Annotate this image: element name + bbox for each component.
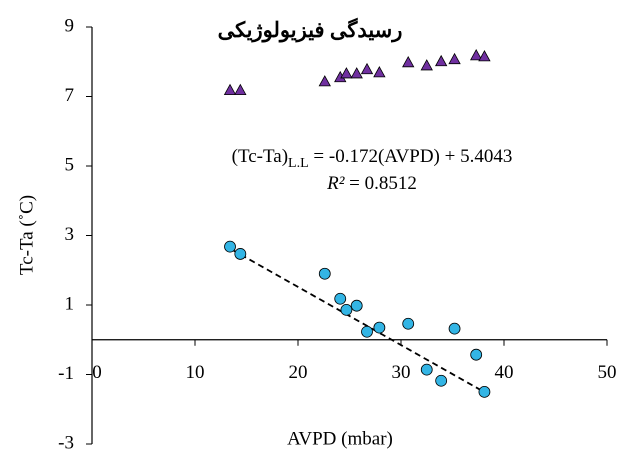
equation-subscript: L.L xyxy=(288,156,309,171)
circle-point xyxy=(361,325,373,338)
circle-point xyxy=(350,299,363,312)
triangle-point xyxy=(340,67,353,79)
triangle-point xyxy=(402,55,415,68)
r2-symbol: R² xyxy=(326,173,345,194)
circle-point xyxy=(318,267,331,280)
triangle-point xyxy=(434,54,448,67)
circle-point xyxy=(470,348,483,361)
y-tick-label: 1 xyxy=(65,293,75,314)
chart-title: رسیدگی فیزیولوژیکی xyxy=(218,17,403,43)
y-tick-label: 9 xyxy=(65,15,75,36)
circle-point xyxy=(435,374,448,387)
x-tick-label: 20 xyxy=(289,362,308,383)
triangle-point xyxy=(373,66,386,78)
y-tick-label: 3 xyxy=(65,224,75,245)
triangle-point xyxy=(420,59,433,71)
triangle-point xyxy=(470,49,483,61)
triangle-point xyxy=(448,52,461,65)
triangle-point xyxy=(360,62,374,75)
circle-point xyxy=(340,303,353,316)
triangle-point xyxy=(234,83,247,95)
x-axis-label: AVPD (mbar) xyxy=(287,428,393,449)
circle-point xyxy=(448,322,461,335)
x-tick-label: 0 xyxy=(92,362,102,383)
y-tick-label: 7 xyxy=(65,85,75,106)
equation: (Tc-Ta)L.L = -0.172(AVPD) + 5.4043 xyxy=(232,146,513,171)
r2-rest: = 0.8512 xyxy=(344,173,416,194)
triangle-point xyxy=(318,75,331,87)
equation-main: (Tc-Ta) xyxy=(232,146,288,167)
circle-point xyxy=(402,317,415,330)
circle-point xyxy=(234,248,247,260)
equation-rest: = -0.172(AVPD) + 5.4043 xyxy=(309,146,513,167)
circle-point xyxy=(334,292,347,305)
y-tick-label: -3 xyxy=(58,432,74,452)
x-tick-label: 40 xyxy=(495,362,514,383)
triangle-point xyxy=(223,83,237,95)
y-tick-label: -1 xyxy=(58,363,74,384)
x-tick-label: 10 xyxy=(186,362,205,383)
x-tick-label: 30 xyxy=(392,362,411,383)
triangle-point xyxy=(478,50,491,62)
y-tick-label: 5 xyxy=(65,154,75,175)
y-axis-label: Tc-Ta (˚C) xyxy=(16,195,37,275)
x-tick-label: 50 xyxy=(598,362,617,383)
circle-point xyxy=(373,321,386,334)
triangle-point xyxy=(350,67,363,79)
r-squared: R² = 0.8512 xyxy=(326,173,417,194)
circle-point xyxy=(224,240,236,253)
trendline xyxy=(231,248,481,391)
circle-point xyxy=(478,385,491,398)
circle-point xyxy=(420,363,433,376)
